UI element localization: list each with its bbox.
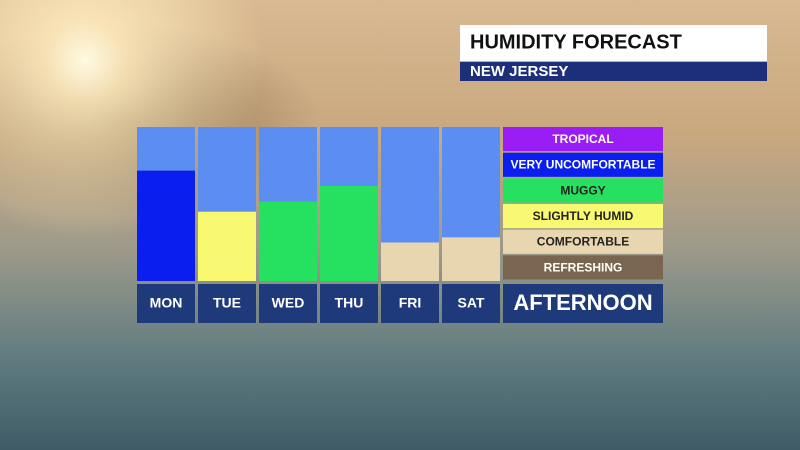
category-box [442,284,500,323]
category-box [259,284,317,323]
bar [198,211,256,281]
category-box [137,284,195,323]
legend-label: REFRESHING [544,260,623,274]
bar [381,242,439,281]
legend-swatch [503,229,663,254]
chart-title: HUMIDITY FORECAST [470,31,682,53]
x-axis-label: AFTERNOON [513,290,652,315]
title-box [460,25,767,61]
x-tick-label: FRI [399,295,422,311]
chart-subtitle: NEW JERSEY [470,63,568,80]
legend-swatch [503,178,663,203]
x-tick-label: THU [335,295,364,311]
legend-swatch [503,204,663,229]
x-tick-label: WED [272,295,305,311]
legend-label: MUGGY [560,183,605,197]
subtitle-box [460,62,767,81]
x-tick-label: SAT [458,295,485,311]
category-box [320,284,378,323]
legend-label: TROPICAL [552,132,613,146]
legend-label: COMFORTABLE [537,235,629,249]
category-box [381,284,439,323]
x-tick-label: TUE [213,295,241,311]
legend-label: SLIGHTLY HUMID [533,209,634,223]
legend-label: VERY UNCOMFORTABLE [510,158,655,172]
category-box [198,284,256,323]
x-label-box [503,284,663,323]
legend-swatch [503,255,663,280]
legend-swatch [503,127,663,152]
bar [442,237,500,281]
bar [259,201,317,281]
legend-swatch [503,152,663,177]
x-tick-label: MON [150,295,183,311]
bar [320,186,378,281]
bar [137,170,195,281]
